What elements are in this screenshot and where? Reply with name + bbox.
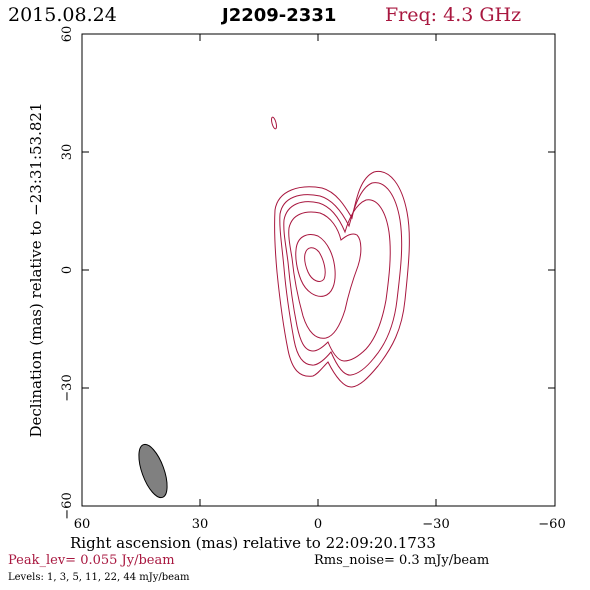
rms-noise: Rms_noise= 0.3 mJy/beam [314, 553, 490, 568]
x-tick-label: 30 [192, 517, 209, 532]
y-axis-label: Declination (mas) relative to −23:31:53.… [27, 102, 45, 437]
contours [271, 116, 410, 388]
y-tick-label: −30 [60, 374, 75, 401]
contour-blob [271, 116, 277, 130]
contour-level-22 [295, 234, 336, 297]
beam-ellipse [138, 443, 168, 499]
x-tick-label: −60 [538, 517, 565, 532]
contour-level-44 [304, 247, 326, 282]
peak-level: Peak_lev= 0.055 Jy/beam [8, 553, 175, 568]
y-tick-label: 0 [60, 266, 75, 274]
x-tick-label: 60 [74, 517, 91, 532]
contour-levels: Levels: 1, 3, 5, 11, 22, 44 mJy/beam [8, 572, 190, 583]
y-tick-label: 60 [60, 26, 75, 43]
frequency-label: Freq: 4.3 GHz [385, 4, 522, 26]
x-axis-label: Right ascension (mas) relative to 22:09:… [70, 534, 436, 552]
ticks [82, 34, 555, 506]
y-tick-label: 30 [60, 144, 75, 161]
x-tick-label: 0 [314, 517, 322, 532]
contour-level-5 [283, 199, 391, 362]
contour-level-11 [288, 211, 362, 339]
contour-level-3 [279, 182, 403, 376]
x-tick-label: −30 [422, 517, 449, 532]
contour-level-1 [274, 170, 410, 388]
observation-date: 2015.08.24 [8, 4, 117, 26]
plot-frame [81, 33, 556, 507]
source-name: J2209-2331 [222, 5, 337, 26]
y-tick-label: −60 [60, 492, 75, 519]
